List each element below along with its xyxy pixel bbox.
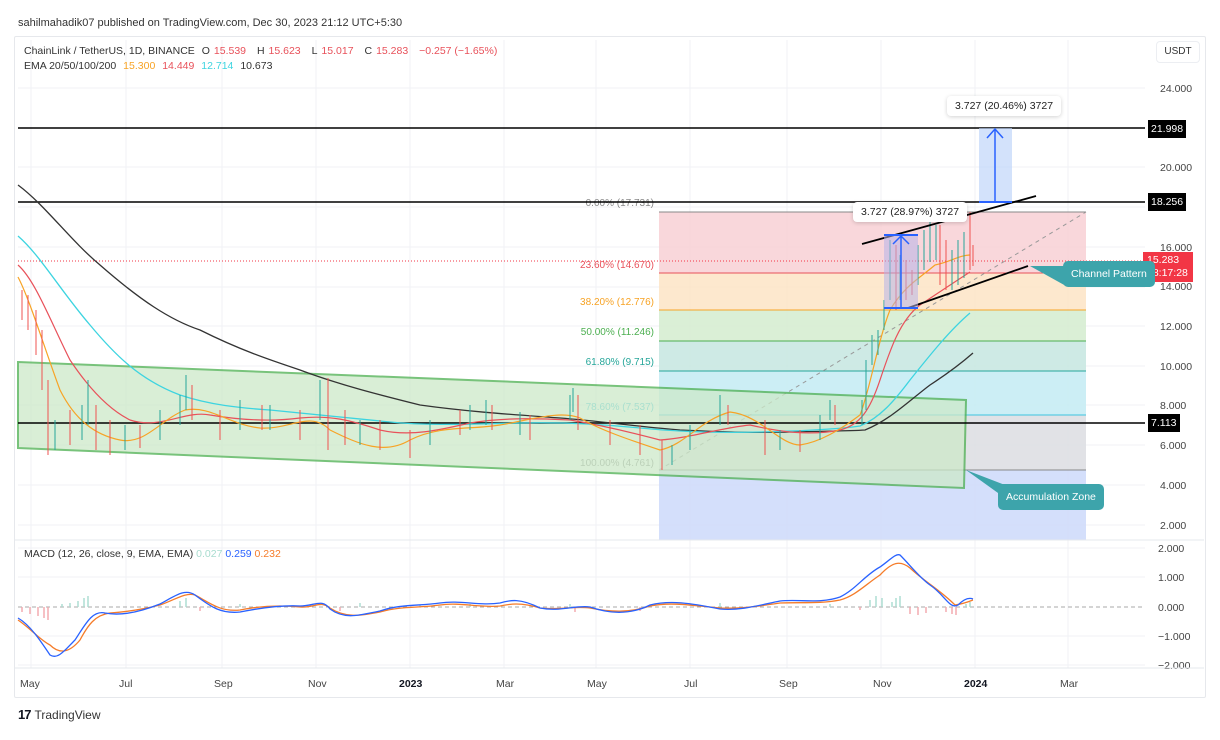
close-value: C 15.283 bbox=[364, 45, 409, 57]
price-candles[interactable] bbox=[21, 212, 974, 470]
level-tag-7113: 7.113 bbox=[1148, 414, 1180, 432]
macd-grid bbox=[18, 547, 1145, 666]
svg-text:20.000: 20.000 bbox=[1160, 162, 1192, 174]
level-tag-21998: 21.998 bbox=[1148, 120, 1187, 138]
time-label: Nov bbox=[308, 678, 327, 690]
last-price-value: 15.283 bbox=[1147, 254, 1180, 266]
chart-frame bbox=[14, 36, 1206, 698]
time-label: Sep bbox=[214, 678, 233, 690]
time-label: Jul bbox=[684, 678, 698, 690]
time-label: Mar bbox=[1060, 678, 1079, 690]
level-tag-18256: 18.256 bbox=[1148, 193, 1187, 211]
ema100-value: 12.714 bbox=[201, 60, 234, 72]
channel-callout-pointer bbox=[1030, 266, 1066, 286]
measure-label-lower[interactable]: 3.727 (28.97%) 3727 bbox=[853, 202, 968, 222]
svg-text:0.00% (17.731): 0.00% (17.731) bbox=[586, 198, 654, 209]
ema20-value: 15.300 bbox=[123, 60, 156, 72]
svg-text:50.00% (11.246): 50.00% (11.246) bbox=[581, 327, 654, 338]
svg-text:6.000: 6.000 bbox=[1160, 440, 1186, 452]
svg-text:1.000: 1.000 bbox=[1158, 572, 1184, 584]
svg-text:12.000: 12.000 bbox=[1160, 321, 1192, 333]
tradingview-logo-icon: 17 bbox=[18, 707, 32, 722]
time-label: Mar bbox=[496, 678, 515, 690]
svg-text:23.60% (14.670): 23.60% (14.670) bbox=[580, 260, 654, 271]
macd-signal-line[interactable] bbox=[17, 562, 974, 652]
bar-countdown: 08:17:28 bbox=[1147, 267, 1188, 279]
macd-signal-value: 0.232 bbox=[254, 548, 281, 560]
svg-text:0.000: 0.000 bbox=[1158, 602, 1184, 614]
time-label: Sep bbox=[779, 678, 798, 690]
macd-line[interactable] bbox=[17, 554, 974, 657]
accumulation-zone-callout[interactable]: Accumulation Zone bbox=[998, 484, 1104, 510]
macd-histogram bbox=[21, 596, 971, 620]
ema20-line[interactable] bbox=[17, 254, 971, 451]
measure-tool-lower[interactable] bbox=[884, 234, 918, 309]
low-value: L 15.017 bbox=[311, 45, 354, 57]
ema-row: EMA 20/50/100/200 15.300 14.449 12.714 1… bbox=[24, 59, 501, 74]
svg-text:2.000: 2.000 bbox=[1158, 543, 1184, 555]
time-label-year: 2023 bbox=[399, 678, 423, 690]
svg-text:8.000: 8.000 bbox=[1160, 400, 1186, 412]
svg-text:14.000: 14.000 bbox=[1160, 281, 1192, 293]
svg-text:−2.000: −2.000 bbox=[1158, 660, 1191, 672]
macd-axis[interactable]: 2.000 1.000 0.000 −1.000 −2.000 bbox=[1158, 543, 1191, 672]
ema200-line[interactable] bbox=[17, 184, 974, 434]
open-value: O 15.539 bbox=[201, 45, 247, 57]
ema200-value: 10.673 bbox=[240, 60, 273, 72]
ema50-line[interactable] bbox=[17, 264, 971, 441]
macd-title[interactable]: MACD (12, 26, close, 9, EMA, EMA) bbox=[24, 548, 194, 560]
svg-text:2.000: 2.000 bbox=[1160, 520, 1186, 532]
ema-label[interactable]: EMA 20/50/100/200 bbox=[24, 60, 117, 72]
price-axis[interactable]: 24.000 20.000 16.000 14.000 12.000 10.00… bbox=[1160, 83, 1192, 532]
svg-text:38.20% (12.776): 38.20% (12.776) bbox=[580, 297, 654, 308]
time-label: Jul bbox=[119, 678, 133, 690]
channel-pattern-callout[interactable]: Channel Pattern bbox=[1063, 261, 1155, 287]
svg-text:16.000: 16.000 bbox=[1160, 242, 1192, 254]
tradingview-brand: TradingView bbox=[34, 707, 101, 722]
svg-text:4.000: 4.000 bbox=[1160, 480, 1186, 492]
currency-button[interactable]: USDT bbox=[1156, 41, 1200, 63]
svg-text:24.000: 24.000 bbox=[1160, 83, 1192, 95]
time-label: May bbox=[587, 678, 607, 690]
ema50-value: 14.449 bbox=[162, 60, 195, 72]
ema100-line[interactable] bbox=[17, 235, 971, 434]
macd-value: 0.259 bbox=[225, 548, 252, 560]
svg-text:−1.000: −1.000 bbox=[1158, 631, 1191, 643]
chart-legend: ChainLink / TetherUS, 1D, BINANCE O 15.53… bbox=[24, 44, 501, 74]
tradingview-logo[interactable]: 17 TradingView bbox=[18, 707, 101, 722]
macd-histogram-value: 0.027 bbox=[196, 548, 223, 560]
svg-text:61.80% (9.715): 61.80% (9.715) bbox=[586, 357, 654, 368]
accumulation-callout-pointer bbox=[966, 470, 1005, 498]
measure-label-upper[interactable]: 3.727 (20.46%) 3727 bbox=[947, 96, 1062, 116]
time-label: Nov bbox=[873, 678, 892, 690]
high-value: H 15.623 bbox=[256, 45, 301, 57]
published-byline: sahilmahadik07 published on TradingView.… bbox=[18, 17, 403, 29]
measure-tool-upper[interactable] bbox=[979, 127, 1012, 203]
macd-legend: MACD (12, 26, close, 9, EMA, EMA) 0.027 … bbox=[24, 548, 281, 560]
svg-text:10.000: 10.000 bbox=[1160, 361, 1192, 373]
symbol-title[interactable]: ChainLink / TetherUS, 1D, BINANCE bbox=[24, 45, 195, 57]
change-value: −0.257 (−1.65%) bbox=[419, 45, 498, 57]
ohlc-row: ChainLink / TetherUS, 1D, BINANCE O 15.53… bbox=[24, 44, 501, 59]
time-label: May bbox=[20, 678, 40, 690]
time-label-year: 2024 bbox=[964, 678, 988, 690]
